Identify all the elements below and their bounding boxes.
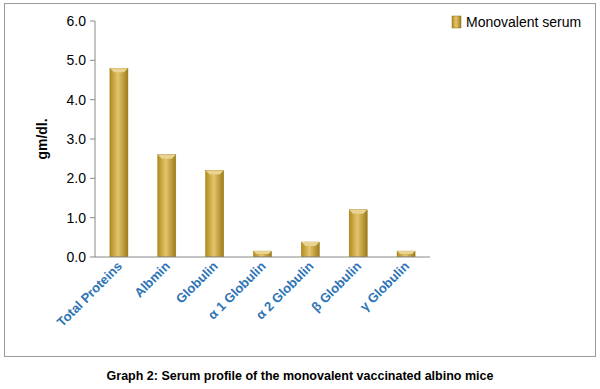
y-tick — [90, 99, 95, 100]
bar-group — [206, 170, 224, 257]
bar-bevel — [301, 242, 319, 246]
bar — [254, 251, 272, 257]
y-tick — [90, 257, 95, 258]
bar-bevel — [254, 251, 272, 254]
bar — [110, 68, 128, 257]
bar-bevel — [397, 251, 415, 254]
bar-group — [158, 155, 176, 257]
y-tick — [90, 178, 95, 179]
bar-bevel — [349, 210, 367, 214]
bar — [349, 210, 367, 257]
x-tick-label: γ Globulin — [357, 258, 413, 314]
y-tick-label: 5.0 — [67, 52, 87, 68]
bar-group — [254, 251, 272, 257]
y-tick — [90, 217, 95, 218]
y-tick — [90, 60, 95, 61]
bar-group — [397, 251, 415, 257]
y-tick-label: 0.0 — [67, 249, 87, 265]
y-axis-label: gm/dl. — [34, 118, 50, 159]
y-tick-label: 2.0 — [67, 170, 87, 186]
bar — [206, 170, 224, 257]
x-tick-label: Albmin — [131, 258, 173, 300]
legend-swatch — [452, 16, 461, 28]
bar — [301, 242, 319, 257]
y-tick-label: 3.0 — [67, 131, 87, 147]
chart-frame — [5, 4, 596, 357]
y-tick — [90, 21, 95, 22]
chart-title: Graph 2: Serum profile of the monovalent… — [107, 369, 494, 383]
bar-group — [349, 210, 367, 257]
x-tick-label: Total Proteins — [54, 259, 125, 330]
bar-group — [301, 242, 319, 257]
bar — [158, 155, 176, 257]
y-tick-label: 6.0 — [67, 13, 87, 29]
y-tick-label: 1.0 — [67, 210, 87, 226]
bars — [110, 68, 415, 257]
chart: 0.0 1.0 2.0 3.0 4.0 5.0 6.0 gm/dl. Total Protein… — [0, 0, 600, 389]
legend-label: Monovalent serum — [466, 14, 581, 30]
x-axis — [95, 257, 430, 258]
bar-bevel — [158, 155, 176, 159]
bar-bevel — [110, 68, 128, 72]
x-tick-label: Globulin — [173, 258, 221, 306]
y-tick-label: 4.0 — [67, 92, 87, 108]
y-tick — [90, 139, 95, 140]
x-tick-label: α 2 Globulin — [253, 258, 317, 322]
bar — [397, 251, 415, 257]
bar-group — [110, 68, 128, 257]
bar-bevel — [206, 170, 224, 174]
x-tick-label: β Globulin — [308, 258, 364, 314]
